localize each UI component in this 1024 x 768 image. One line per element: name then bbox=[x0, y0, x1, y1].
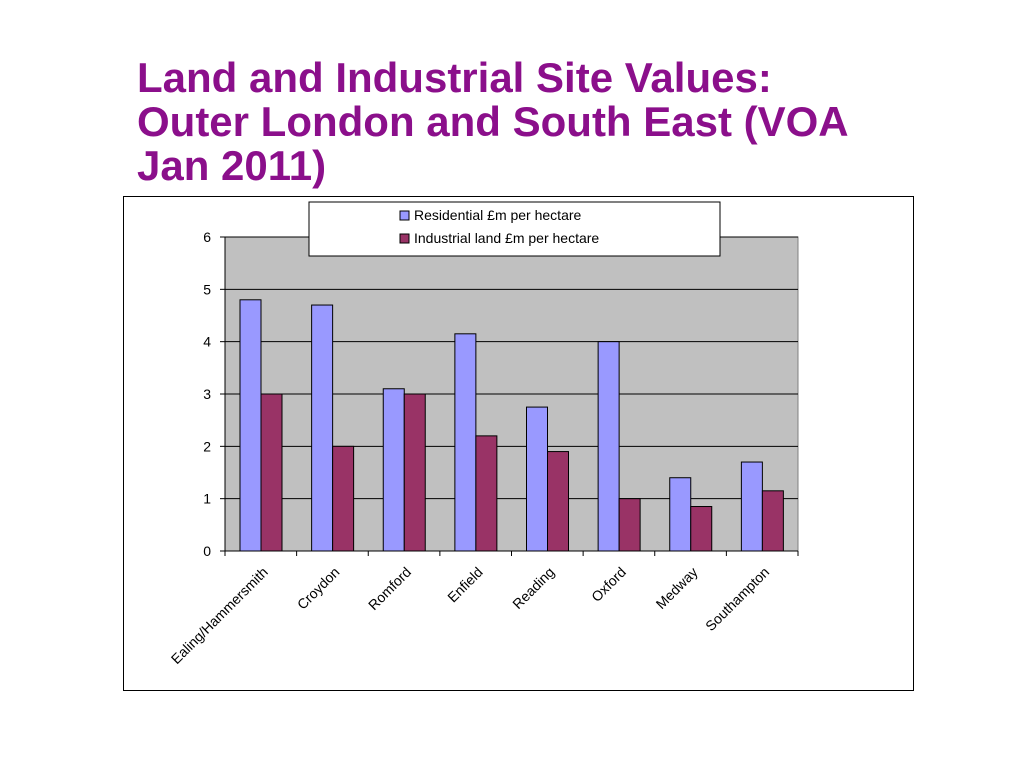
bar-industrial bbox=[332, 445, 355, 552]
bar-industrial bbox=[260, 393, 283, 552]
x-tick-label: Ealing/Hammersmith bbox=[168, 564, 271, 667]
y-tick-label: 6 bbox=[203, 229, 211, 245]
y-tick-label: 3 bbox=[203, 386, 211, 402]
slide-title-line-1: Land and Industrial Site Values: bbox=[137, 54, 772, 101]
legend-swatch-industrial bbox=[399, 233, 410, 244]
legend-swatch-residential bbox=[399, 210, 410, 221]
bar-residential bbox=[669, 477, 692, 552]
x-tick-label: Medway bbox=[653, 564, 701, 612]
bar-residential bbox=[382, 388, 405, 552]
x-tick-label: Croydon bbox=[294, 564, 343, 613]
legend-label-industrial: Industrial land £m per hectare bbox=[414, 230, 599, 246]
x-tick-label: Enfield bbox=[444, 564, 486, 606]
bar-residential bbox=[239, 299, 262, 552]
y-tick-label: 5 bbox=[203, 281, 211, 297]
bar-residential bbox=[311, 304, 334, 552]
bar-residential bbox=[740, 461, 763, 552]
bar-industrial bbox=[618, 498, 641, 552]
bar-industrial bbox=[690, 506, 713, 552]
y-tick-label: 4 bbox=[203, 334, 211, 350]
bar-residential bbox=[454, 333, 477, 552]
bar-residential bbox=[597, 341, 620, 552]
y-tick-label: 0 bbox=[203, 543, 211, 559]
bar-industrial bbox=[475, 435, 498, 552]
legend bbox=[308, 201, 721, 257]
slide-title: Land and Industrial Site Values: Outer L… bbox=[137, 56, 937, 188]
bar-industrial bbox=[761, 490, 784, 552]
slide-title-line-2: Outer London and South East (VOA bbox=[137, 98, 849, 145]
x-tick-label: Oxford bbox=[588, 564, 629, 605]
bar-industrial bbox=[547, 451, 569, 552]
bar-industrial bbox=[403, 393, 426, 552]
bar-residential bbox=[526, 406, 548, 552]
y-tick-label: 1 bbox=[203, 491, 211, 507]
x-tick-label: Reading bbox=[509, 564, 557, 612]
legend-label-residential: Residential £m per hectare bbox=[414, 207, 582, 223]
x-tick-label: Southampton bbox=[702, 564, 772, 634]
x-tick-label: Romford bbox=[365, 564, 414, 613]
y-tick-label: 2 bbox=[203, 438, 211, 454]
slide-title-line-3: Jan 2011) bbox=[137, 142, 327, 189]
